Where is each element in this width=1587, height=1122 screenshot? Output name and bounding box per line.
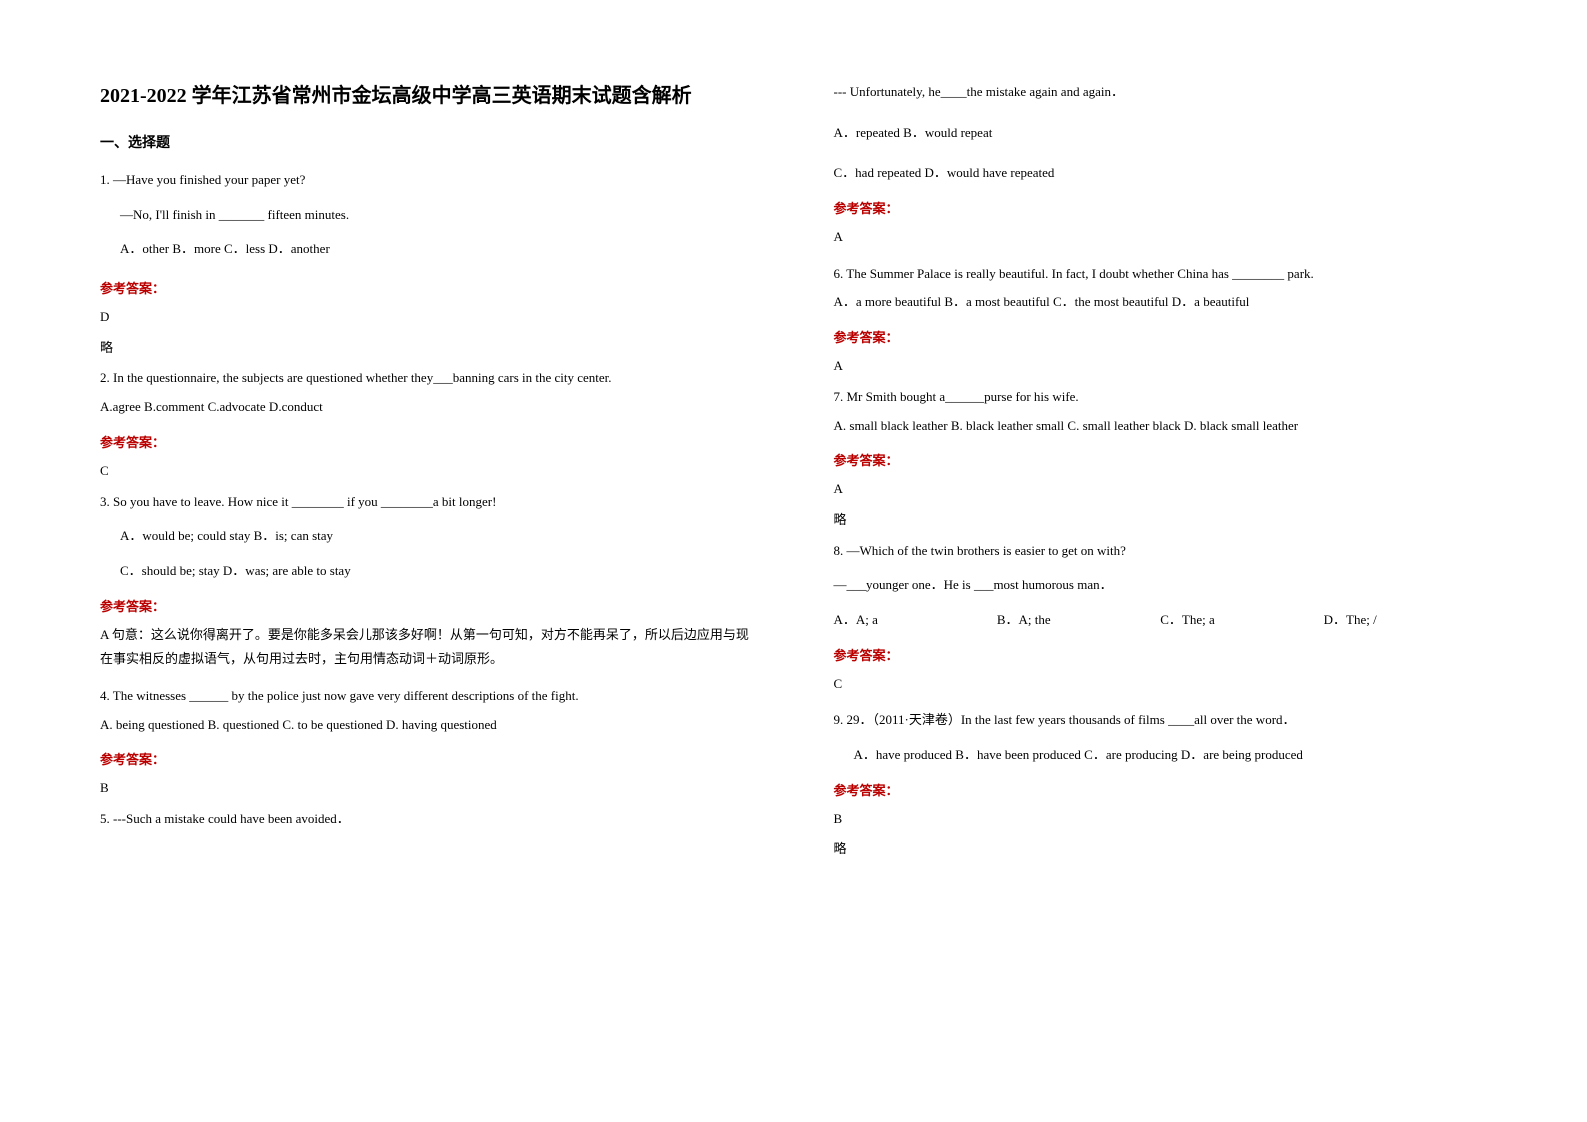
q3-opt1: A．would be; could stay B．is; can stay bbox=[100, 524, 754, 549]
answer-label: 参考答案： bbox=[100, 432, 754, 451]
q8-optC: C．The; a bbox=[1160, 608, 1323, 633]
answer-label: 参考答案： bbox=[100, 749, 754, 768]
q5-answer: A bbox=[834, 225, 1488, 250]
q8-optB: B．A; the bbox=[997, 608, 1160, 633]
q2-line1: 2. In the questionnaire, the subjects ar… bbox=[100, 366, 754, 391]
q8-optA: A．A; a bbox=[834, 608, 997, 633]
answer-label: 参考答案： bbox=[834, 198, 1488, 217]
answer-label: 参考答案： bbox=[100, 596, 754, 615]
q8-line2: —___younger one．He is ___most humorous m… bbox=[834, 573, 1488, 598]
q5-opt1: A．repeated B．would repeat bbox=[834, 121, 1488, 146]
q6-answer: A bbox=[834, 354, 1488, 379]
q4-line1: 4. The witnesses ______ by the police ju… bbox=[100, 684, 754, 709]
q1-answer: D bbox=[100, 305, 754, 330]
q1-line2: —No, I'll finish in _______ fifteen minu… bbox=[100, 203, 754, 228]
q4-answer: B bbox=[100, 776, 754, 801]
answer-label: 参考答案： bbox=[834, 450, 1488, 469]
q3-line1: 3. So you have to leave. How nice it ___… bbox=[100, 490, 754, 515]
q9-line1: 9. 29．（2011·天津卷）In the last few years th… bbox=[834, 708, 1488, 733]
q8-line1: 8. —Which of the twin brothers is easier… bbox=[834, 539, 1488, 564]
q4-options: A. being questioned B. questioned C. to … bbox=[100, 713, 754, 738]
q7-line1: 7. Mr Smith bought a______purse for his … bbox=[834, 385, 1488, 410]
q3-answer: A 句意：这么说你得离开了。要是你能多呆会儿那该多好啊！从第一句可知，对方不能再… bbox=[100, 623, 754, 672]
q5-line2: --- Unfortunately, he____the mistake aga… bbox=[834, 80, 1488, 105]
q9-options: A．have produced B．have been produced C．a… bbox=[834, 743, 1488, 768]
q6-line1: 6. The Summer Palace is really beautiful… bbox=[834, 262, 1488, 287]
q5-opt2: C．had repeated D．would have repeated bbox=[834, 161, 1488, 186]
q8-optD: D．The; / bbox=[1324, 608, 1487, 633]
q7-answer: A bbox=[834, 477, 1488, 502]
section-header: 一、选择题 bbox=[100, 132, 754, 152]
q1-line1: 1. —Have you finished your paper yet? bbox=[100, 168, 754, 193]
q8-answer: C bbox=[834, 672, 1488, 697]
q7-options: A. small black leather B. black leather … bbox=[834, 414, 1488, 439]
q6-options: A．a more beautiful B．a most beautiful C．… bbox=[834, 290, 1488, 315]
q9-brief: 略 bbox=[834, 837, 1488, 862]
left-column: 2021-2022 学年江苏省常州市金坛高级中学高三英语期末试题含解析 一、选择… bbox=[100, 80, 754, 1082]
q9-answer: B bbox=[834, 807, 1488, 832]
answer-label: 参考答案： bbox=[834, 780, 1488, 799]
q5-line1: 5. ---Such a mistake could have been avo… bbox=[100, 807, 754, 832]
q2-answer: C bbox=[100, 459, 754, 484]
answer-label: 参考答案： bbox=[834, 327, 1488, 346]
q2-options: A.agree B.comment C.advocate D.conduct bbox=[100, 395, 754, 420]
q8-options: A．A; a B．A; the C．The; a D．The; / bbox=[834, 608, 1488, 633]
q3-opt2: C．should be; stay D．was; are able to sta… bbox=[100, 559, 754, 584]
q7-brief: 略 bbox=[834, 508, 1488, 533]
q1-options: A．other B．more C．less D．another bbox=[100, 237, 754, 262]
answer-label: 参考答案： bbox=[834, 645, 1488, 664]
right-column: --- Unfortunately, he____the mistake aga… bbox=[834, 80, 1488, 1082]
q1-brief: 略 bbox=[100, 336, 754, 361]
page-title: 2021-2022 学年江苏省常州市金坛高级中学高三英语期末试题含解析 bbox=[100, 80, 754, 112]
answer-label: 参考答案： bbox=[100, 278, 754, 297]
